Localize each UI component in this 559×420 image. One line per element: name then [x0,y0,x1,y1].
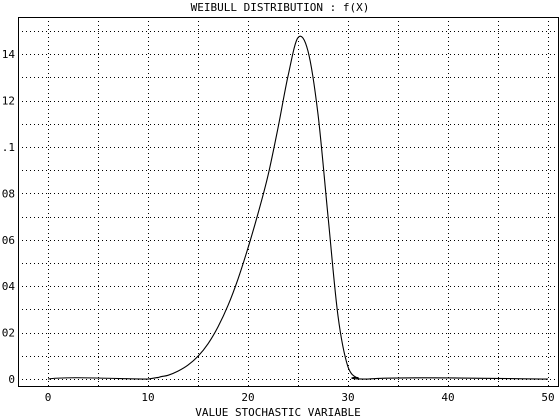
x-axis-ticks: 0 10 20 30 40 50 [45,391,555,404]
y-tick-label: 0 [8,373,15,386]
y-axis-ticks: 0 .02 .04 .06 .08 .1 .12 .14 [0,48,15,386]
x-axis-label: VALUE STOCHASTIC VARIABLE [195,406,361,419]
x-tick-label: 40 [441,391,454,404]
y-tick-label: .08 [0,187,15,200]
y-tick-label: .12 [0,95,15,108]
y-tick-label: .04 [0,280,15,293]
x-tick-label: 0 [45,391,52,404]
series-layer [47,35,549,380]
chart-title: WEIBULL DISTRIBUTION : f(X) [191,1,370,14]
y-tick-label: .06 [0,234,15,247]
density-curve [47,35,549,380]
y-tick-label: .1 [2,141,15,154]
x-tick-label: 50 [541,391,554,404]
x-tick-label: 20 [241,391,254,404]
grid [18,17,558,386]
y-tick-label: .02 [0,327,15,340]
y-tick-label: .14 [0,48,15,61]
x-tick-label: 10 [141,391,154,404]
x-tick-label: 30 [341,391,354,404]
